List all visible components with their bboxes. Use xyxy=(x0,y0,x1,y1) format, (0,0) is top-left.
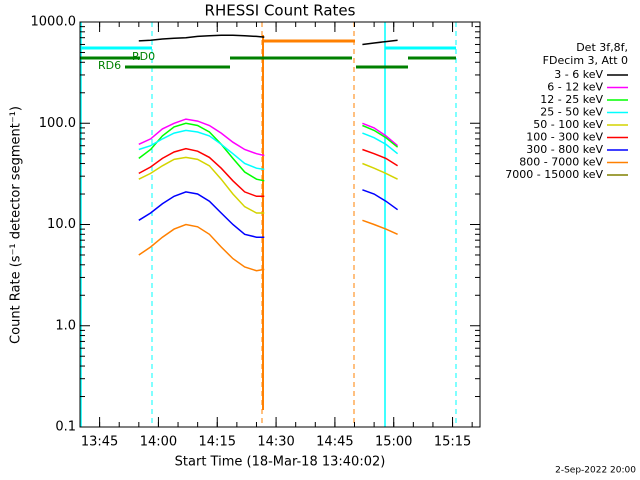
series-line xyxy=(138,156,398,214)
legend-label: 7000 - 15000 keV xyxy=(505,168,603,181)
annotation: RD0 xyxy=(132,50,155,63)
chart-title: RHESSI Count Rates xyxy=(205,2,356,20)
legend-header: FDecim 3, Att 0 xyxy=(543,54,628,67)
series-line xyxy=(138,122,399,182)
legend-label: 800 - 7000 keV xyxy=(519,156,603,169)
legend-label: 50 - 100 keV xyxy=(533,118,603,131)
legend-label: 300 - 800 keV xyxy=(526,143,603,156)
y-axis-label: Count Rate (s⁻¹ detector segment⁻¹) xyxy=(9,106,24,344)
y-tick-label: 100.0 xyxy=(39,116,76,131)
legend-label: 6 - 12 keV xyxy=(547,81,603,94)
series-line xyxy=(138,147,399,198)
footer: 2-Sep-2022 20:00 xyxy=(555,466,636,476)
y-tick-label: 1.0 xyxy=(55,318,76,333)
plot-frame xyxy=(79,21,481,428)
x-tick-label: 14:45 xyxy=(316,435,353,450)
x-tick-label: 15:00 xyxy=(375,435,412,450)
x-tick-label: 14:15 xyxy=(199,435,236,450)
x-tick-label: 13:45 xyxy=(81,435,118,450)
legend-label: 100 - 300 keV xyxy=(526,131,603,144)
series-line xyxy=(138,129,399,171)
y-tick-label: 0.1 xyxy=(55,420,76,435)
series-line xyxy=(138,219,398,272)
legend-header: Det 3f,8f, xyxy=(576,41,628,54)
series-line xyxy=(138,118,399,157)
legend-label: 25 - 50 keV xyxy=(540,106,603,119)
series-line xyxy=(138,189,399,238)
state-markers xyxy=(80,22,457,427)
x-tick-label: 15:15 xyxy=(434,435,471,450)
x-tick-label: 14:00 xyxy=(140,435,177,450)
annotation: RD6 xyxy=(98,59,121,72)
y-tick-label: 10.0 xyxy=(47,217,76,232)
x-tick-label: 14:30 xyxy=(257,435,294,450)
series-line xyxy=(138,34,398,46)
x-axis-label: Start Time (18-Mar-18 13:40:02) xyxy=(175,455,386,470)
y-tick-label: 1000.0 xyxy=(31,15,77,30)
legend-label: 12 - 25 keV xyxy=(540,93,603,106)
legend-label: 3 - 6 keV xyxy=(554,68,603,81)
